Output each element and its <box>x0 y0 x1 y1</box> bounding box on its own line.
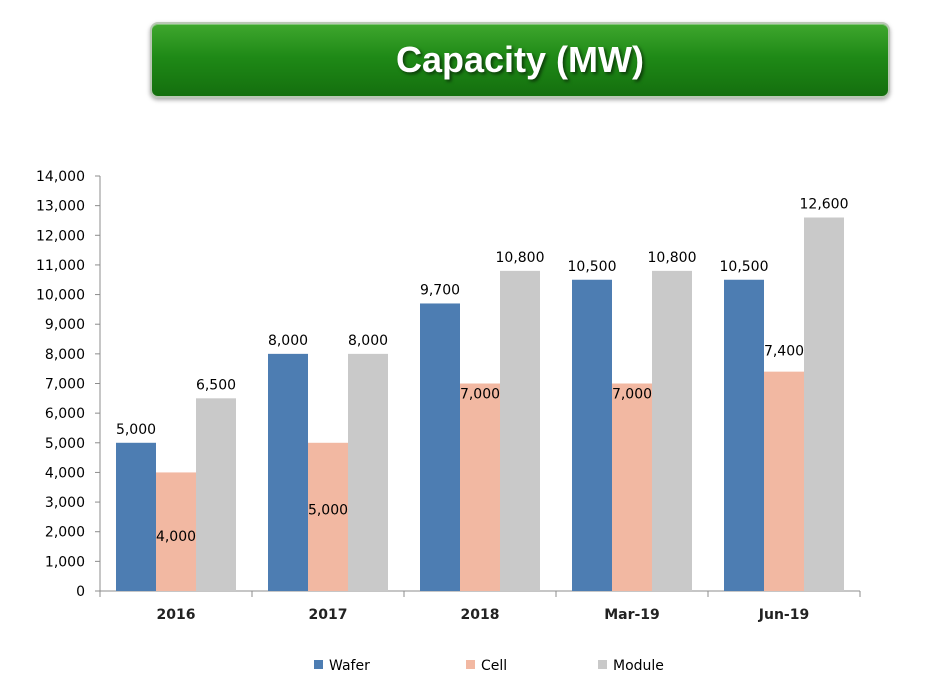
y-tick-label: 4,000 <box>45 465 85 481</box>
chart-title: Capacity (MW) <box>395 39 644 80</box>
legend-swatch-wafer <box>314 660 323 669</box>
legend-label-wafer: Wafer <box>329 658 370 674</box>
y-tick-label: 10,000 <box>36 288 85 304</box>
data-label-wafer: 9,700 <box>420 282 460 298</box>
legend-label-cell: Cell <box>481 658 507 674</box>
x-tick-label: 2018 <box>461 607 500 623</box>
data-label-cell: 7,400 <box>764 344 804 360</box>
y-tick-label: 2,000 <box>45 525 85 541</box>
y-tick-label: 14,000 <box>36 169 85 185</box>
bar-module <box>500 270 540 591</box>
bar-module <box>652 270 692 591</box>
data-label-wafer: 8,000 <box>268 333 308 349</box>
y-tick-label: 1,000 <box>45 554 85 570</box>
data-label-module: 12,600 <box>800 197 849 213</box>
y-tick-label: 6,000 <box>45 406 85 422</box>
data-label-cell: 7,000 <box>460 387 500 403</box>
y-tick-label: 3,000 <box>45 495 85 511</box>
data-label-wafer: 5,000 <box>116 422 156 438</box>
data-label-wafer: 10,500 <box>568 259 617 275</box>
y-tick-label: 0 <box>76 584 85 600</box>
bar-wafer <box>116 442 156 591</box>
data-label-cell: 7,000 <box>612 387 652 403</box>
y-tick-label: 12,000 <box>36 228 85 244</box>
bar-cell <box>308 442 348 591</box>
bar-wafer <box>268 353 308 591</box>
x-tick-label: 2017 <box>309 607 348 623</box>
data-label-module: 10,800 <box>496 250 545 266</box>
bar-wafer <box>724 279 764 591</box>
y-tick-label: 5,000 <box>45 436 85 452</box>
title-banner: Capacity (MW) <box>150 22 890 98</box>
bar-wafer <box>420 303 460 591</box>
legend-swatch-cell <box>466 660 475 669</box>
data-label-module: 10,800 <box>648 250 697 266</box>
bar-cell <box>460 383 500 591</box>
bar-module <box>196 398 236 591</box>
y-tick-label: 11,000 <box>36 258 85 274</box>
bar-cell <box>612 383 652 591</box>
bar-module <box>804 217 844 591</box>
x-tick-label: Jun-19 <box>758 607 809 623</box>
y-tick-label: 7,000 <box>45 377 85 393</box>
y-tick-label: 13,000 <box>36 199 85 215</box>
y-tick-label: 9,000 <box>45 317 85 333</box>
x-tick-label: 2016 <box>157 607 196 623</box>
data-label-wafer: 10,500 <box>720 259 769 275</box>
data-label-cell: 5,000 <box>308 502 348 518</box>
data-label-module: 8,000 <box>348 333 388 349</box>
bar-cell <box>156 472 196 591</box>
bar-module <box>348 353 388 591</box>
bar-cell <box>764 371 804 591</box>
x-tick-label: Mar-19 <box>604 607 660 623</box>
bar-wafer <box>572 279 612 591</box>
y-tick-label: 8,000 <box>45 347 85 363</box>
data-label-module: 6,500 <box>196 377 236 393</box>
legend-label-module: Module <box>613 658 664 674</box>
legend-swatch-module <box>598 660 607 669</box>
data-label-cell: 4,000 <box>156 529 196 545</box>
